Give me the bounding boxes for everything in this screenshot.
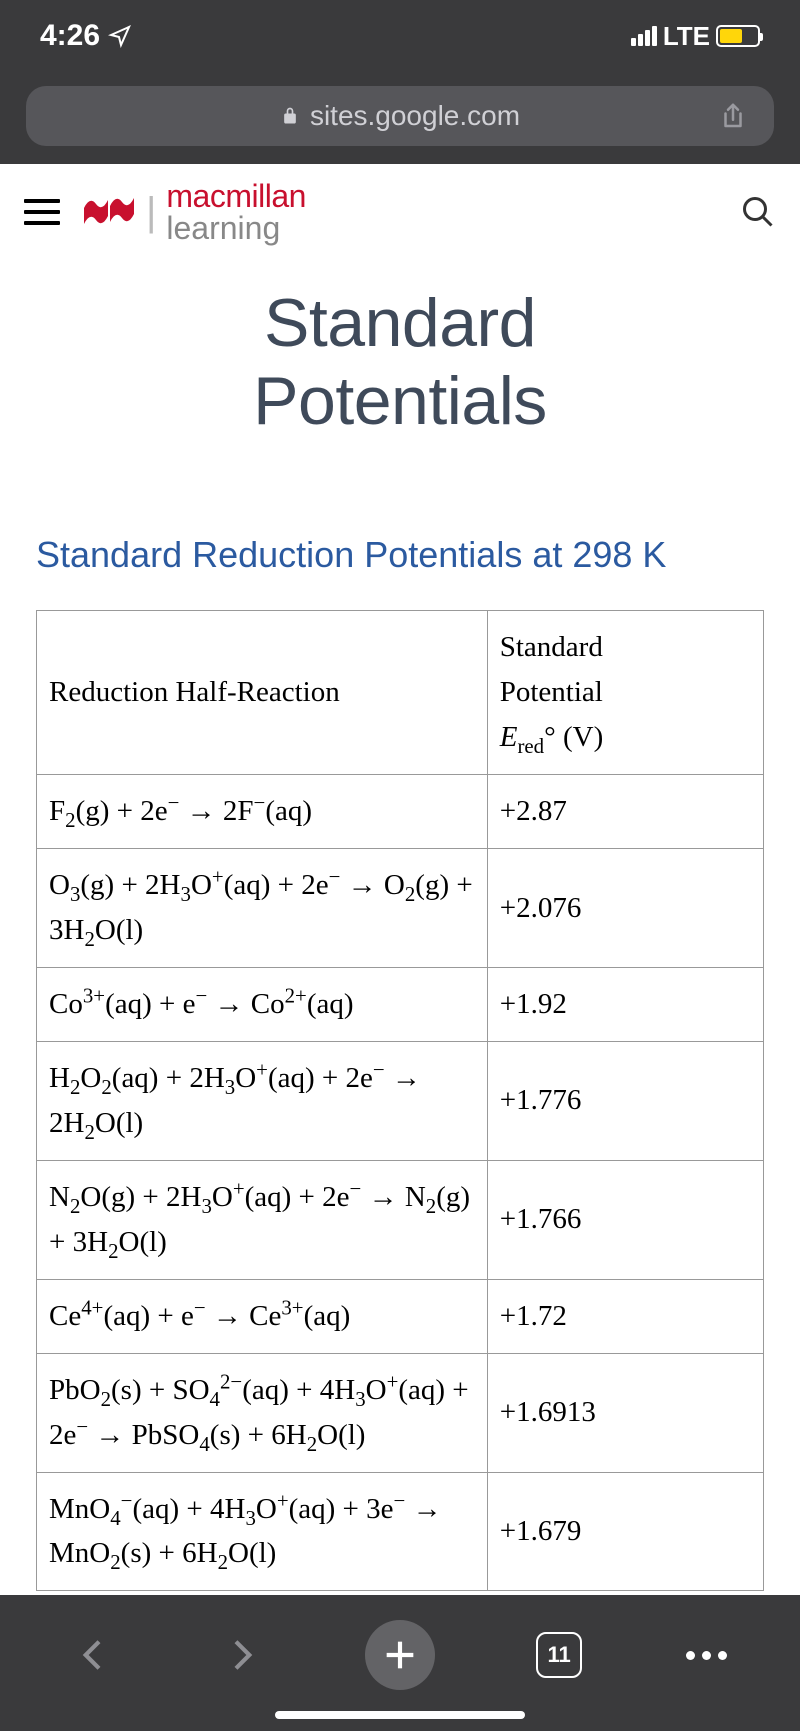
share-icon[interactable]	[718, 101, 748, 131]
brand-name-top: macmillan	[166, 180, 306, 212]
potential-cell: +1.776	[487, 1041, 763, 1160]
back-button[interactable]	[71, 1632, 117, 1678]
url-text: sites.google.com	[310, 100, 520, 132]
status-bar: 4:26 LTE	[0, 0, 800, 72]
table-row: Co3+(aq) + e− → Co2+(aq)+1.92	[37, 968, 764, 1042]
reaction-cell: H2O2(aq) + 2H3O+(aq) + 2e− → 2H2O(l)	[37, 1041, 488, 1160]
reaction-cell: PbO2(s) + SO42−(aq) + 4H3O+(aq) + 2e− → …	[37, 1353, 488, 1472]
col-potential-header: Standard Potential Ered° (V)	[487, 611, 763, 775]
potentials-table-wrap: Reduction Half-Reaction Standard Potenti…	[0, 610, 800, 1591]
logo-divider: |	[146, 190, 156, 235]
url-bar[interactable]: sites.google.com	[26, 86, 774, 146]
lock-icon	[280, 106, 300, 126]
reaction-cell: O3(g) + 2H3O+(aq) + 2e− → O2(g) + 3H2O(l…	[37, 849, 488, 968]
table-row: Ce4+(aq) + e− → Ce3+(aq)+1.72	[37, 1279, 764, 1353]
home-indicator[interactable]	[275, 1711, 525, 1719]
location-icon	[108, 24, 132, 48]
more-button[interactable]	[683, 1632, 729, 1678]
col-reaction-header: Reduction Half-Reaction	[37, 611, 488, 775]
battery-icon	[716, 25, 760, 47]
potential-cell: +2.87	[487, 775, 763, 849]
brand-name-bottom: learning	[166, 212, 306, 244]
potential-cell: +1.679	[487, 1472, 763, 1591]
table-row: H2O2(aq) + 2H3O+(aq) + 2e− → 2H2O(l)+1.7…	[37, 1041, 764, 1160]
flag-icon	[82, 192, 136, 232]
table-row: MnO4−(aq) + 4H3O+(aq) + 3e− → MnO2(s) + …	[37, 1472, 764, 1591]
network-label: LTE	[663, 21, 710, 52]
potentials-table: Reduction Half-Reaction Standard Potenti…	[36, 610, 764, 1591]
menu-button[interactable]	[24, 194, 60, 230]
browser-toolbar: 11	[0, 1595, 800, 1731]
reaction-cell: Co3+(aq) + e− → Co2+(aq)	[37, 968, 488, 1042]
table-row: F2(g) + 2e− → 2F−(aq)+2.87	[37, 775, 764, 849]
signal-icon	[631, 26, 657, 46]
page-title: StandardPotentials	[0, 260, 800, 490]
status-left: 4:26	[40, 19, 132, 53]
site-header: | macmillan learning	[0, 164, 800, 260]
forward-button[interactable]	[218, 1632, 264, 1678]
potential-cell: +1.92	[487, 968, 763, 1042]
reaction-cell: F2(g) + 2e− → 2F−(aq)	[37, 775, 488, 849]
reaction-cell: N2O(g) + 2H3O+(aq) + 2e− → N2(g) + 3H2O(…	[37, 1160, 488, 1279]
potential-cell: +1.72	[487, 1279, 763, 1353]
reaction-cell: Ce4+(aq) + e− → Ce3+(aq)	[37, 1279, 488, 1353]
potential-cell: +1.6913	[487, 1353, 763, 1472]
url-bar-container: sites.google.com	[0, 72, 800, 164]
brand-logo[interactable]: | macmillan learning	[82, 180, 306, 244]
table-row: O3(g) + 2H3O+(aq) + 2e− → O2(g) + 3H2O(l…	[37, 849, 764, 968]
section-heading: Standard Reduction Potentials at 298 K	[0, 490, 800, 610]
table-header-row: Reduction Half-Reaction Standard Potenti…	[37, 611, 764, 775]
potential-cell: +2.076	[487, 849, 763, 968]
potential-cell: +1.766	[487, 1160, 763, 1279]
reaction-cell: MnO4−(aq) + 4H3O+(aq) + 3e− → MnO2(s) + …	[37, 1472, 488, 1591]
clock: 4:26	[40, 19, 100, 53]
table-row: PbO2(s) + SO42−(aq) + 4H3O+(aq) + 2e− → …	[37, 1353, 764, 1472]
tabs-button[interactable]: 11	[536, 1632, 582, 1678]
new-tab-button[interactable]	[365, 1620, 435, 1690]
search-icon[interactable]	[740, 194, 776, 230]
table-row: N2O(g) + 2H3O+(aq) + 2e− → N2(g) + 3H2O(…	[37, 1160, 764, 1279]
status-right: LTE	[631, 21, 760, 52]
